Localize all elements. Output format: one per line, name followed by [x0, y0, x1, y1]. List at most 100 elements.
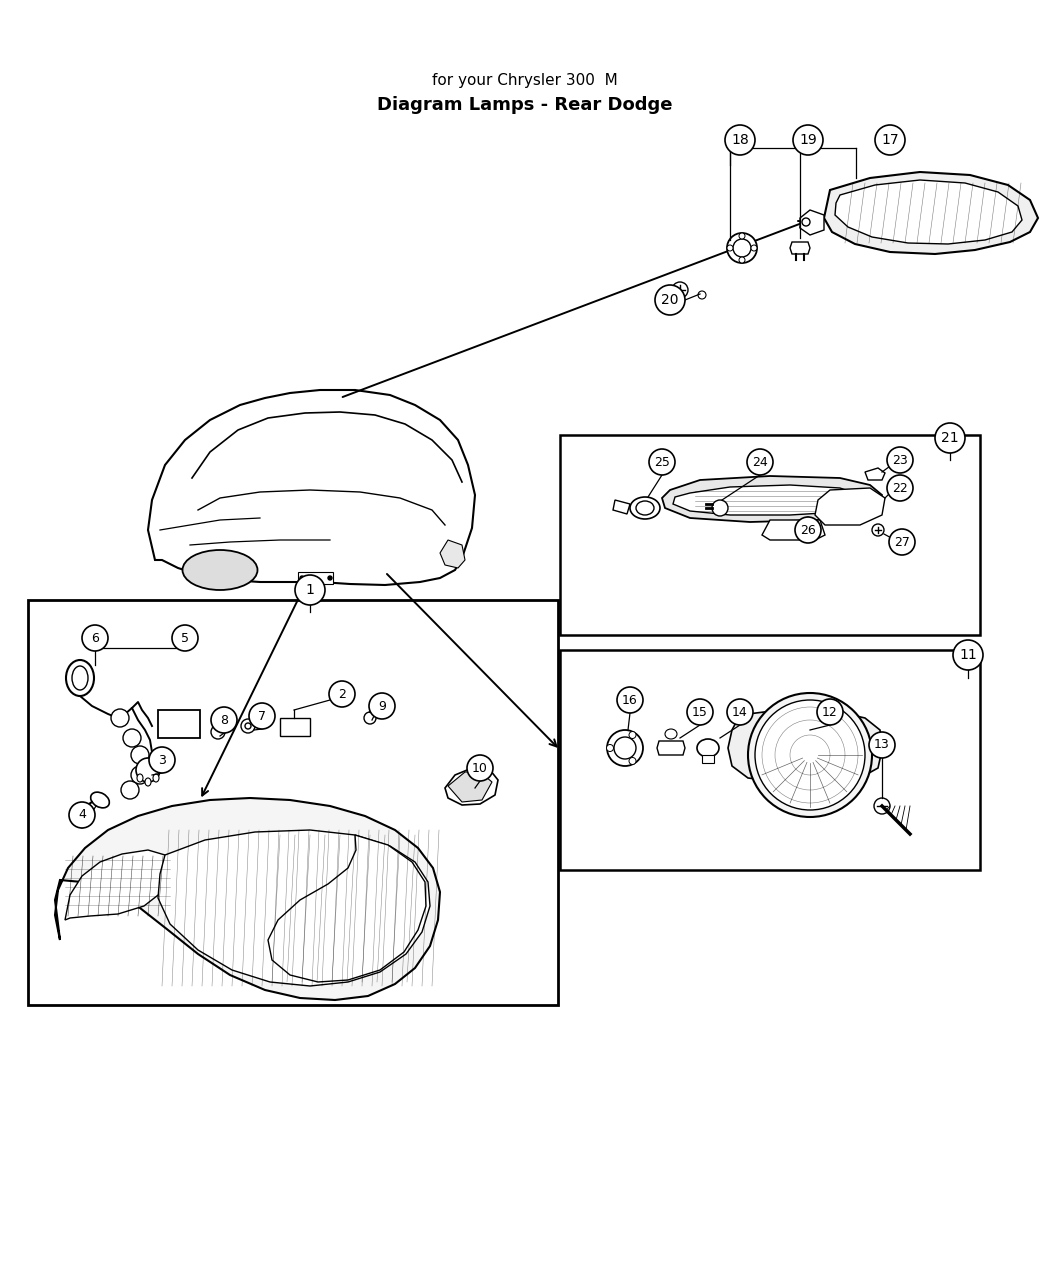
- Text: 12: 12: [822, 705, 838, 719]
- Circle shape: [629, 732, 636, 738]
- Circle shape: [136, 759, 160, 782]
- Polygon shape: [790, 243, 810, 254]
- Circle shape: [242, 719, 255, 733]
- Circle shape: [802, 218, 810, 226]
- Bar: [702, 755, 714, 762]
- Text: Diagram Lamps - Rear Dodge: Diagram Lamps - Rear Dodge: [377, 96, 673, 114]
- Circle shape: [211, 707, 237, 733]
- Text: 23: 23: [892, 453, 908, 466]
- Polygon shape: [815, 488, 885, 525]
- Circle shape: [727, 699, 753, 725]
- Circle shape: [649, 450, 675, 475]
- Text: 3: 3: [159, 753, 166, 766]
- Text: 27: 27: [894, 535, 910, 549]
- Polygon shape: [448, 773, 492, 802]
- Circle shape: [82, 624, 108, 651]
- Text: for your Chrysler 300  M: for your Chrysler 300 M: [433, 73, 617, 88]
- Circle shape: [617, 687, 643, 713]
- Ellipse shape: [697, 739, 719, 757]
- Text: 21: 21: [941, 432, 959, 444]
- Ellipse shape: [665, 729, 677, 739]
- Circle shape: [329, 681, 355, 707]
- Circle shape: [869, 732, 895, 759]
- Polygon shape: [445, 767, 498, 805]
- Circle shape: [739, 232, 745, 239]
- Polygon shape: [613, 501, 630, 515]
- Polygon shape: [440, 540, 465, 568]
- Text: 7: 7: [258, 710, 266, 723]
- Polygon shape: [800, 209, 824, 235]
- Circle shape: [300, 576, 304, 580]
- Circle shape: [364, 713, 376, 724]
- Circle shape: [934, 423, 965, 453]
- Text: 19: 19: [799, 133, 817, 147]
- Circle shape: [755, 700, 865, 810]
- Circle shape: [739, 257, 745, 263]
- Circle shape: [614, 737, 636, 759]
- Text: 17: 17: [881, 133, 899, 147]
- Circle shape: [727, 245, 733, 252]
- Polygon shape: [824, 172, 1038, 254]
- Polygon shape: [268, 835, 426, 982]
- Circle shape: [629, 757, 636, 765]
- Circle shape: [467, 755, 493, 782]
- Text: 5: 5: [181, 632, 189, 645]
- Polygon shape: [55, 798, 440, 1000]
- Text: 26: 26: [800, 524, 816, 536]
- Polygon shape: [148, 389, 475, 585]
- Bar: [560, 435, 980, 635]
- Ellipse shape: [72, 667, 88, 690]
- Circle shape: [295, 575, 326, 605]
- Circle shape: [121, 782, 139, 799]
- Polygon shape: [835, 180, 1022, 244]
- Circle shape: [607, 744, 613, 751]
- Ellipse shape: [90, 792, 109, 808]
- Polygon shape: [673, 485, 860, 515]
- Circle shape: [369, 693, 395, 719]
- Circle shape: [793, 125, 823, 155]
- Circle shape: [123, 729, 141, 747]
- Text: 14: 14: [732, 705, 748, 719]
- Circle shape: [328, 576, 332, 580]
- Circle shape: [69, 802, 94, 827]
- Polygon shape: [662, 476, 882, 522]
- Text: 24: 24: [752, 456, 768, 469]
- Circle shape: [672, 282, 688, 298]
- Circle shape: [727, 232, 757, 263]
- Text: 15: 15: [692, 705, 708, 719]
- Text: 8: 8: [220, 714, 228, 727]
- Polygon shape: [728, 710, 882, 782]
- Circle shape: [747, 450, 773, 475]
- Circle shape: [875, 125, 905, 155]
- Bar: [560, 650, 980, 870]
- Circle shape: [698, 291, 706, 299]
- Circle shape: [887, 447, 914, 472]
- Circle shape: [245, 723, 251, 729]
- Circle shape: [172, 624, 198, 651]
- Bar: [280, 718, 310, 736]
- Circle shape: [655, 285, 685, 315]
- Circle shape: [211, 725, 225, 739]
- Circle shape: [249, 704, 275, 729]
- Polygon shape: [762, 520, 825, 540]
- Text: 22: 22: [892, 481, 908, 494]
- Text: 20: 20: [662, 292, 678, 306]
- Circle shape: [131, 766, 149, 784]
- Ellipse shape: [136, 774, 143, 782]
- Circle shape: [111, 709, 129, 727]
- Circle shape: [817, 699, 843, 725]
- Circle shape: [889, 529, 915, 555]
- Text: 25: 25: [654, 456, 670, 469]
- Text: 9: 9: [378, 700, 386, 713]
- Bar: [28, 600, 558, 1005]
- Circle shape: [131, 746, 149, 764]
- Ellipse shape: [153, 774, 159, 782]
- Ellipse shape: [636, 501, 654, 515]
- Text: 16: 16: [622, 693, 638, 706]
- Circle shape: [795, 517, 821, 543]
- Text: 11: 11: [959, 647, 977, 661]
- Circle shape: [748, 693, 871, 817]
- Circle shape: [724, 125, 755, 155]
- Polygon shape: [657, 741, 685, 755]
- Polygon shape: [158, 830, 430, 986]
